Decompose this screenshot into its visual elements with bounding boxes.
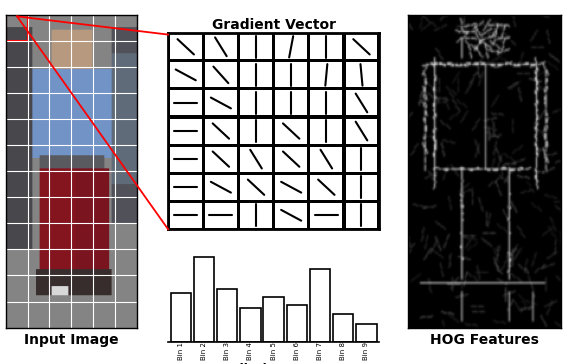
- Bar: [345, 62, 377, 87]
- Bar: [275, 175, 307, 200]
- Bar: [345, 91, 377, 115]
- Bar: [6, 15, 27, 41]
- Bar: [275, 62, 307, 87]
- Bar: [170, 293, 191, 342]
- Bar: [240, 308, 260, 342]
- Bar: [275, 91, 307, 115]
- Bar: [345, 175, 377, 200]
- Bar: [170, 91, 202, 115]
- Bar: [275, 119, 307, 143]
- Bar: [205, 175, 237, 200]
- X-axis label: HOG Features: HOG Features: [430, 333, 539, 347]
- Bar: [170, 203, 202, 228]
- Bar: [311, 119, 342, 143]
- Bar: [240, 203, 272, 228]
- Bar: [170, 119, 202, 143]
- Bar: [345, 34, 377, 59]
- Bar: [356, 324, 377, 342]
- Bar: [275, 147, 307, 171]
- Bar: [240, 91, 272, 115]
- Bar: [333, 313, 353, 342]
- Bar: [240, 62, 272, 87]
- Bar: [311, 147, 342, 171]
- Bar: [240, 34, 272, 59]
- X-axis label: Cell Histogram: Cell Histogram: [222, 363, 325, 364]
- Bar: [311, 91, 342, 115]
- Bar: [205, 203, 237, 228]
- Bar: [311, 62, 342, 87]
- Bar: [170, 62, 202, 87]
- Bar: [275, 203, 307, 228]
- Bar: [194, 257, 214, 342]
- Bar: [205, 147, 237, 171]
- Bar: [205, 62, 237, 87]
- X-axis label: Input Image: Input Image: [24, 333, 119, 347]
- Title: Gradient Vector: Gradient Vector: [211, 17, 336, 32]
- Bar: [217, 289, 238, 342]
- Bar: [311, 175, 342, 200]
- Bar: [287, 305, 307, 342]
- Bar: [205, 91, 237, 115]
- Bar: [170, 147, 202, 171]
- Bar: [205, 34, 237, 59]
- Bar: [345, 203, 377, 228]
- Bar: [345, 119, 377, 143]
- Bar: [311, 34, 342, 59]
- Bar: [240, 147, 272, 171]
- Bar: [240, 175, 272, 200]
- Bar: [310, 269, 330, 342]
- Bar: [263, 297, 284, 342]
- Bar: [311, 203, 342, 228]
- Bar: [170, 175, 202, 200]
- Bar: [240, 119, 272, 143]
- Bar: [345, 147, 377, 171]
- Bar: [205, 119, 237, 143]
- Bar: [275, 34, 307, 59]
- Bar: [170, 34, 202, 59]
